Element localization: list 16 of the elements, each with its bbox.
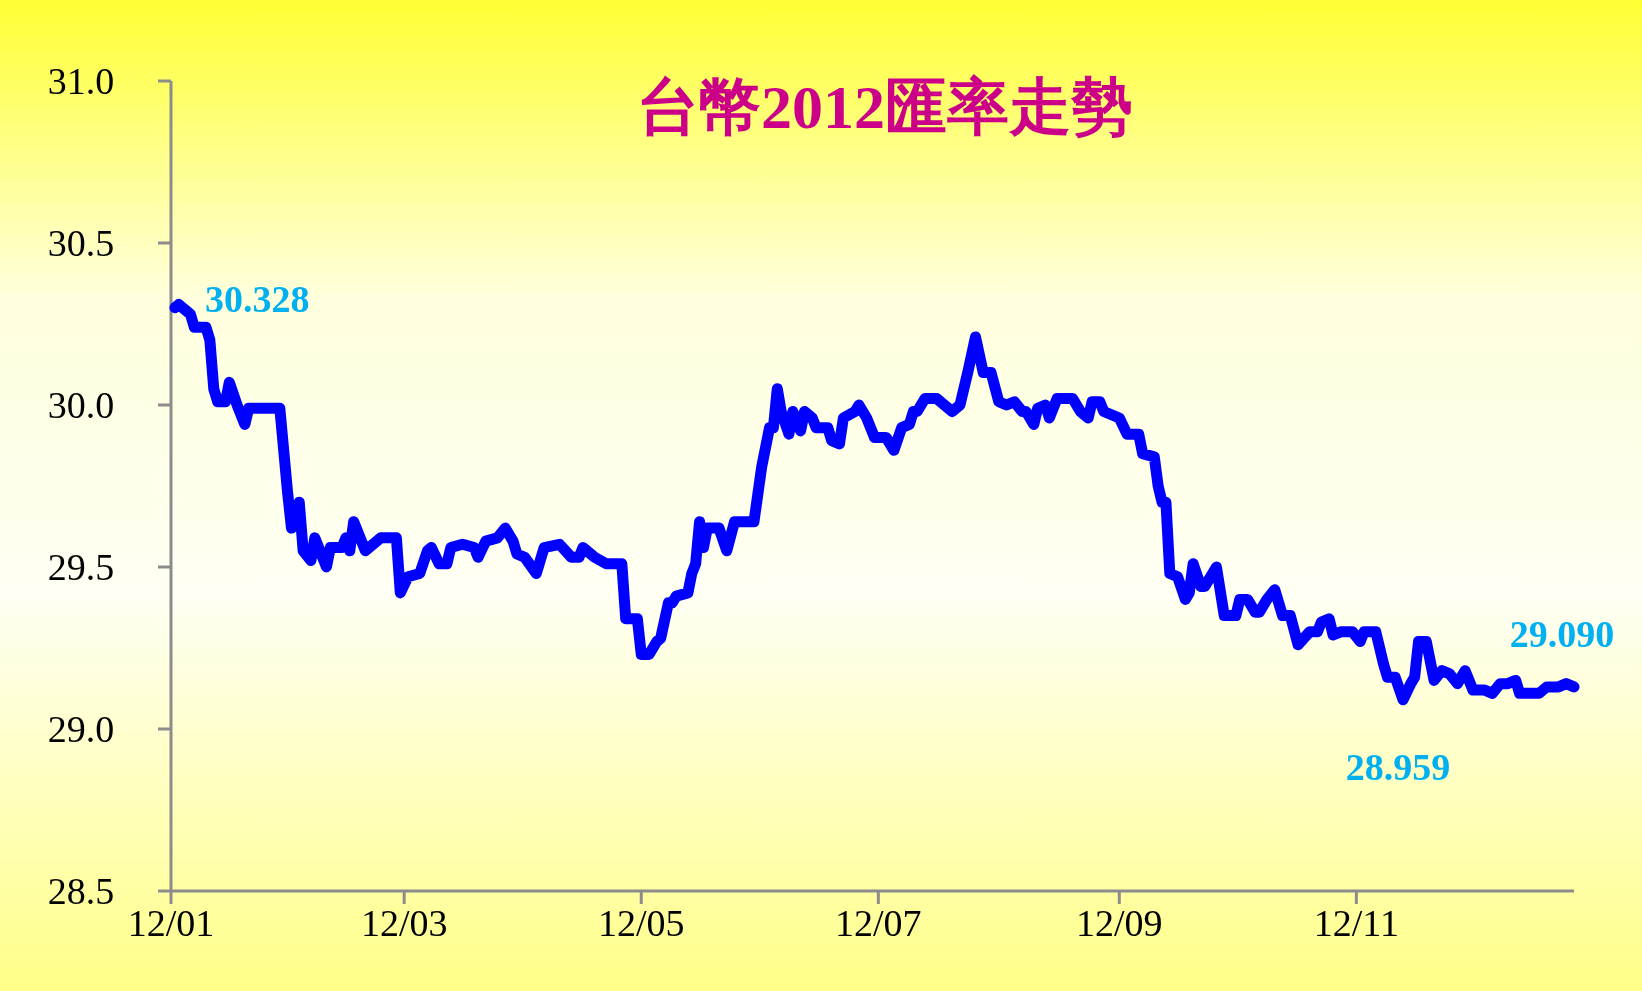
x-tick-label: 12/01 [127, 902, 215, 944]
x-tick-label: 12/09 [1076, 902, 1163, 944]
x-tick-label: 12/11 [1313, 902, 1399, 944]
y-tick-label: 31.0 [47, 60, 115, 102]
y-tick-label: 30.0 [47, 384, 115, 426]
y-tick-label: 28.5 [47, 870, 115, 912]
annotation: 28.959 [1345, 745, 1451, 788]
x-tick-label: 12/05 [597, 902, 685, 944]
y-tick-label: 29.0 [47, 708, 115, 750]
annotation: 30.328 [204, 277, 310, 320]
x-tick-label: 12/03 [360, 902, 448, 944]
y-tick-label: 29.5 [47, 546, 115, 588]
chart-title: 台幣2012匯率走勢 [637, 73, 1133, 141]
x-tick-label: 12/07 [835, 902, 922, 944]
annotation: 29.090 [1509, 612, 1615, 655]
y-tick-label: 30.5 [47, 222, 115, 264]
